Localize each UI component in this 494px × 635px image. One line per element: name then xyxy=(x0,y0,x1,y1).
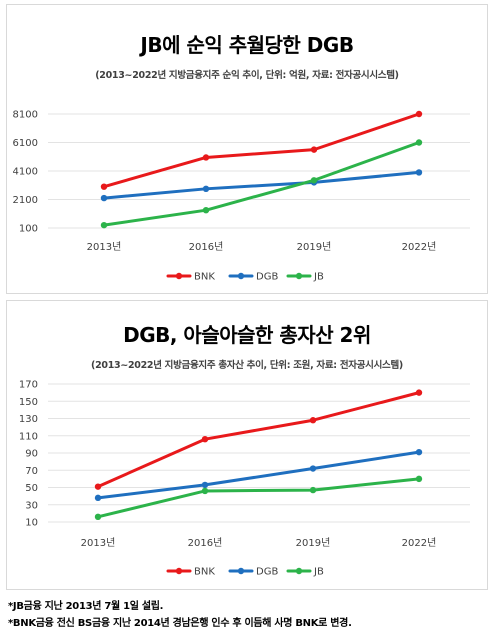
y-tick-label: 30 xyxy=(25,500,38,511)
legend-label: BNK xyxy=(194,272,215,283)
footnote: *JB금융 지난 2013년 7월 1일 설립. xyxy=(8,601,164,612)
data-point-dgb xyxy=(201,481,209,489)
data-point-dgb xyxy=(202,185,210,193)
y-tick-label: 8100 xyxy=(13,110,38,121)
legend-label: JB xyxy=(313,567,324,578)
data-point-bnk xyxy=(94,483,102,490)
data-point-bnk xyxy=(100,183,108,190)
data-point-dgb xyxy=(94,494,102,502)
data-point-bnk xyxy=(310,146,318,153)
x-tick-label: 2016년 xyxy=(188,537,223,549)
y-tick-label: 6100 xyxy=(13,138,38,149)
x-tick-label: 2016년 xyxy=(189,241,224,253)
footnote: *BNK금융 전신 BS금융 지난 2014년 경남은행 인수 후 이듬해 사명… xyxy=(8,618,352,629)
x-tick-label: 2019년 xyxy=(296,537,331,549)
y-tick-label: 130 xyxy=(19,414,38,425)
y-tick-label: 50 xyxy=(25,483,38,494)
legend-marker-bnk xyxy=(175,567,183,575)
legend-label: DGB xyxy=(256,567,278,578)
x-tick-label: 2022년 xyxy=(402,241,437,253)
y-tick-label: 110 xyxy=(19,431,38,442)
series-line-dgb xyxy=(96,450,421,500)
x-tick-label: 2022년 xyxy=(402,537,437,549)
data-point-bnk xyxy=(201,436,209,443)
y-tick-label: 2100 xyxy=(13,195,38,206)
y-tick-label: 4100 xyxy=(13,167,38,178)
series-line-jb xyxy=(96,477,421,519)
chart-panel-total-assets: DGB, 아슬아슬한 총자산 2위 (2013~2022년 지방금융지주 총자산… xyxy=(6,300,488,590)
data-point-dgb xyxy=(100,194,108,202)
data-point-dgb xyxy=(415,169,423,176)
data-point-jb xyxy=(94,513,102,521)
x-tick-label: 2013년 xyxy=(81,537,116,549)
chart-subtitle: (2013~2022년 지방금융지주 순익 추이, 단위: 억원, 자료: 전자… xyxy=(95,70,399,81)
data-point-jb xyxy=(100,221,108,229)
series-line-bnk xyxy=(96,391,421,489)
footnotes: *JB금융 지난 2013년 7월 1일 설립. *BNK금융 전신 BS금융 … xyxy=(8,598,352,632)
legend-marker-jb xyxy=(295,272,303,280)
data-point-dgb xyxy=(415,448,423,456)
legend-label: BNK xyxy=(194,567,215,578)
data-point-jb xyxy=(201,487,209,495)
legend-marker-dgb xyxy=(237,272,245,280)
data-point-bnk xyxy=(415,389,423,396)
y-tick-label: 90 xyxy=(25,449,38,460)
legend-label: JB xyxy=(313,272,324,283)
data-point-jb xyxy=(310,177,318,184)
y-tick-label: 150 xyxy=(19,397,38,408)
data-point-jb xyxy=(202,206,210,214)
series-line-jb xyxy=(102,141,421,227)
legend-marker-bnk xyxy=(175,272,183,280)
y-tick-label: 70 xyxy=(25,466,38,477)
legend-marker-dgb xyxy=(237,567,245,575)
data-point-jb xyxy=(415,475,423,483)
data-point-jb xyxy=(415,139,423,146)
data-point-bnk xyxy=(309,417,317,424)
series-line-dgb xyxy=(102,170,421,200)
data-point-dgb xyxy=(309,465,317,472)
series-line-bnk xyxy=(102,112,421,189)
y-tick-label: 100 xyxy=(19,224,38,235)
chart-subtitle: (2013~2022년 지방금융지주 총자산 추이, 단위: 조원, 자료: 전… xyxy=(91,360,403,371)
chart-panel-net-income: JB에 순익 추월당한 DGB (2013~2022년 지방금융지주 순익 추이… xyxy=(6,4,488,294)
x-tick-label: 2019년 xyxy=(297,241,332,253)
chart-title: DGB, 아슬아슬한 총자산 2위 xyxy=(123,323,371,347)
y-tick-label: 170 xyxy=(19,380,38,391)
data-point-jb xyxy=(309,486,317,494)
x-tick-label: 2013년 xyxy=(87,241,122,253)
data-point-bnk xyxy=(202,154,210,161)
legend-marker-jb xyxy=(295,567,303,575)
data-point-bnk xyxy=(415,110,423,118)
legend-label: DGB xyxy=(256,272,278,283)
chart-title: JB에 순익 추월당한 DGB xyxy=(140,33,354,57)
y-tick-label: 10 xyxy=(25,518,38,529)
